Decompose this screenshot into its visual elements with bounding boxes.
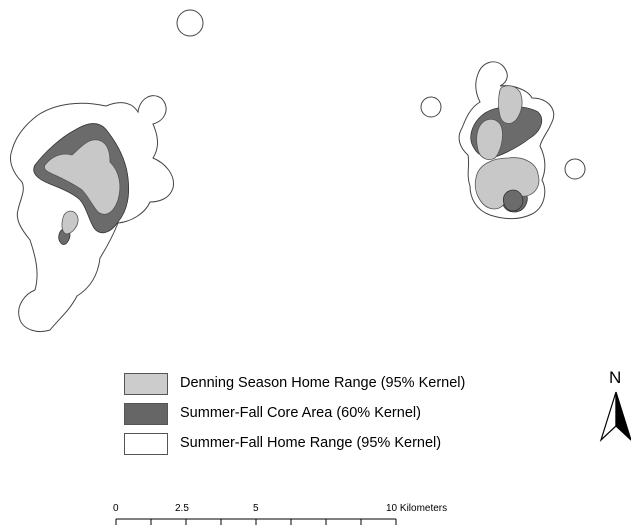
legend-swatch-core-area xyxy=(124,403,168,425)
denning-home-range-polygon xyxy=(476,118,503,160)
north-arrow-label: N xyxy=(609,368,622,387)
scale-label-0: 0 xyxy=(113,503,119,514)
denning-home-range-polygon xyxy=(43,139,121,215)
legend-label-core-area: Summer-Fall Core Area (60% Kernel) xyxy=(180,405,421,421)
core-area-polygon xyxy=(503,189,524,212)
summer-fall-home-range-polygon xyxy=(564,158,586,180)
scale-label-5: 5 xyxy=(253,503,259,514)
legend-swatch-denning xyxy=(124,373,168,395)
summer-fall-home-range-polygon xyxy=(420,96,442,118)
legend-swatch-home-range xyxy=(124,433,168,455)
north-arrow-left-half xyxy=(599,391,617,442)
summer-fall-home-range-polygon xyxy=(176,9,204,37)
north-arrow xyxy=(599,391,631,442)
scale-label-2-5: 2.5 xyxy=(175,503,189,514)
denning-home-range-polygon xyxy=(498,85,523,124)
legend-label-denning: Denning Season Home Range (95% Kernel) xyxy=(180,375,466,391)
legend-label-home-range: Summer-Fall Home Range (95% Kernel) xyxy=(180,435,442,451)
north-arrow-right-half xyxy=(615,391,631,441)
denning-home-range-polygon xyxy=(61,210,79,235)
scale-label-10-km: 10 Kilometers xyxy=(386,503,448,514)
scale-bar xyxy=(115,518,397,525)
